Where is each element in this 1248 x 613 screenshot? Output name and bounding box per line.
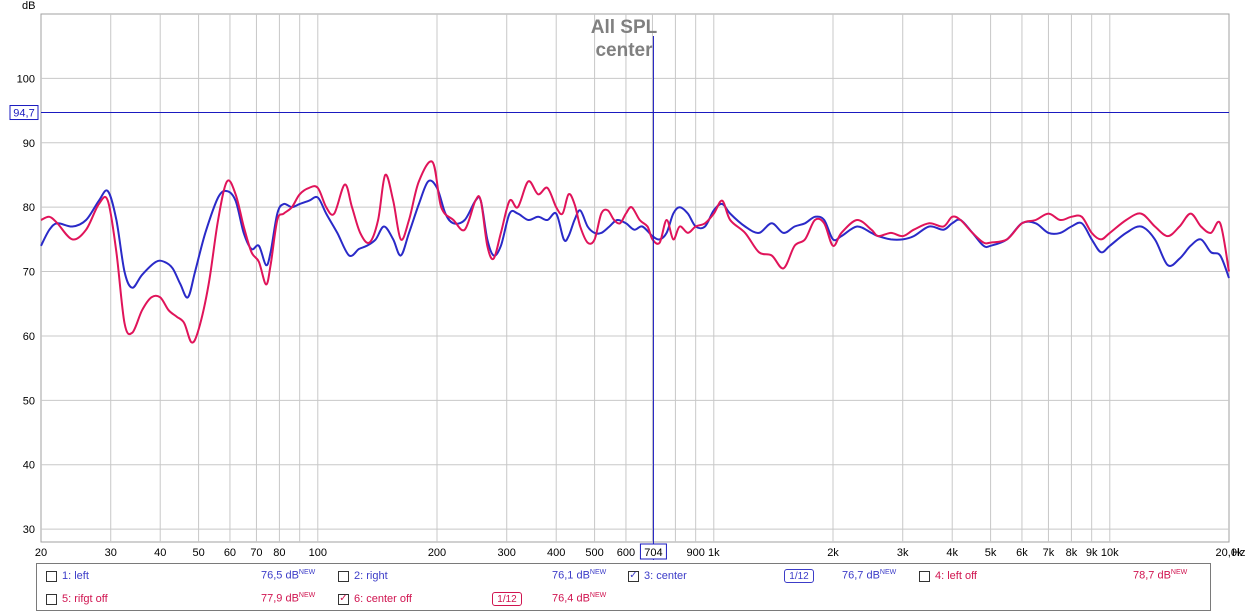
legend-value: 77,9 dBNEW (261, 592, 316, 605)
x-tick-label: 7k (1043, 547, 1055, 559)
checkbox-center[interactable]: ✓ (628, 570, 639, 582)
y-axis-unit: dB (22, 0, 35, 12)
smoothing-badge-center-off[interactable]: 1/12 (492, 592, 522, 606)
x-tick-label: 500 (585, 547, 603, 559)
x-tick-label: 60 (224, 547, 236, 559)
x-tick-label: 100 (309, 547, 327, 559)
x-tick-label: 10k (1101, 547, 1119, 559)
legend-item-right[interactable]: 2: right (338, 567, 388, 585)
legend-value: 76,7 dBNEW (842, 569, 897, 582)
legend-label: 2: right (354, 570, 388, 582)
x-axis-unit: Hz (1232, 547, 1245, 559)
legend-item-center[interactable]: ✓ 3: center (628, 567, 687, 585)
checkbox-left[interactable] (46, 570, 57, 582)
x-tick-label: 2k (827, 547, 839, 559)
legend-label: 4: left off (935, 570, 977, 582)
cursor-y-label: 94,7 (13, 108, 34, 120)
legend-value: 76,5 dBNEW (261, 569, 316, 582)
x-tick-label: 400 (547, 547, 565, 559)
series-line-center-off (40, 160, 1230, 344)
x-tick-label: 9k (1086, 547, 1098, 559)
y-tick-label: 90 (23, 138, 35, 150)
x-tick-label: 6k (1016, 547, 1028, 559)
x-tick-label: 300 (498, 547, 516, 559)
checkbox-rifgt-off[interactable] (46, 593, 57, 605)
x-tick-label: 4k (946, 547, 958, 559)
y-tick-label: 30 (23, 524, 35, 536)
legend-item-rifgt-off[interactable]: 5: rifgt off (46, 590, 108, 608)
smoothing-badge-center[interactable]: 1/12 (784, 569, 814, 583)
y-tick-label: 40 (23, 460, 35, 472)
checkbox-left-off[interactable] (919, 570, 930, 582)
cursor-y-box (9, 105, 39, 121)
legend-label: 1: left (62, 570, 89, 582)
x-tick-label: 50 (192, 547, 204, 559)
legend-item-left[interactable]: 1: left (46, 567, 89, 585)
x-tick-label: 3k (897, 547, 909, 559)
x-tick-label: 200 (428, 547, 446, 559)
x-tick-label: 20 (35, 547, 47, 559)
cursor-x-label: 704 (644, 547, 662, 559)
x-tick-label: 8k (1066, 547, 1078, 559)
y-tick-label: 80 (23, 202, 35, 214)
legend-label: 6: center off (354, 593, 412, 605)
legend-value: 76,4 dBNEW (552, 592, 607, 605)
cursor[interactable]: 94,7 704 (9, 36, 1229, 560)
legend-label: 3: center (644, 570, 687, 582)
x-tick-label: 30 (105, 547, 117, 559)
legend-item-center-off[interactable]: ✓ 6: center off (338, 590, 412, 608)
x-tick-label: 600 (617, 547, 635, 559)
x-tick-label: 1k (708, 547, 720, 559)
series-group (40, 160, 1230, 344)
plot-area (40, 13, 1230, 543)
checkbox-center-off[interactable]: ✓ (338, 593, 349, 605)
x-tick-label: 70 (250, 547, 262, 559)
y-tick-label: 60 (23, 331, 35, 343)
series-line-center (40, 179, 1230, 299)
cursor-x-box (639, 543, 667, 560)
y-tick-label: 50 (23, 395, 35, 407)
y-tick-label: 70 (23, 267, 35, 279)
x-tick-label: 900 (686, 547, 704, 559)
chart-subtitle: center (595, 40, 653, 61)
legend-value: 76,1 dBNEW (552, 569, 607, 582)
x-tick-label: 80 (273, 547, 285, 559)
chart-title: All SPL (591, 17, 658, 38)
x-tick-label: 5k (985, 547, 997, 559)
y-tick-label: 100 (17, 73, 35, 85)
legend-item-left-off[interactable]: 4: left off (919, 567, 977, 585)
x-tick-label: 20,0k (1216, 547, 1243, 559)
legend-panel: 1: left 76,5 dBNEW 2: right 76,1 dBNEW ✓… (36, 563, 1211, 611)
x-tick-label: 40 (154, 547, 166, 559)
grid (41, 14, 1229, 542)
legend-label: 5: rifgt off (62, 593, 108, 605)
legend-value: 78,7 dBNEW (1133, 569, 1188, 582)
checkbox-right[interactable] (338, 570, 349, 582)
